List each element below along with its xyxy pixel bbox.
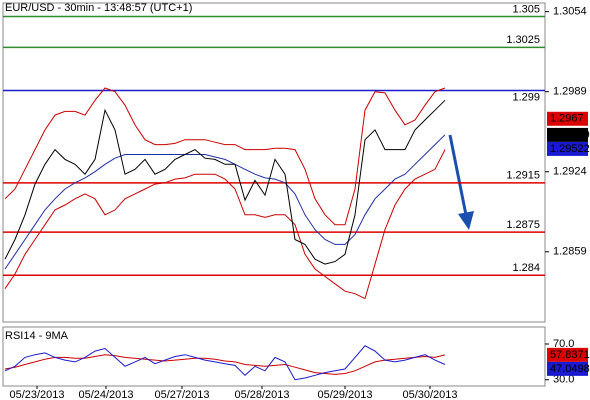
panel-title: RSI14 - 9MA (5, 330, 69, 342)
price-marker (547, 361, 588, 376)
level-label: 1.3025 (506, 34, 540, 46)
series-line (4, 345, 446, 381)
x-tick-label: 05/28/2013 (234, 389, 289, 400)
series-line (4, 99, 446, 265)
series-line (4, 87, 446, 226)
price-marker (547, 347, 588, 362)
rsi-panel (2, 326, 546, 387)
level-label: 1.305 (512, 3, 540, 15)
level-label: 1.2915 (506, 170, 540, 182)
x-tick-label: 05/23/2013 (9, 389, 64, 400)
price-marker-label: 57.8371 (550, 349, 590, 361)
price-marker-label: 47.0498 (550, 363, 590, 375)
price-marker-label: 1.29522 (550, 143, 590, 155)
y-tick-label: 1.2924 (553, 166, 587, 178)
x-tick-label: 05/27/2013 (154, 389, 209, 400)
forecast-arrow (448, 134, 468, 216)
y-tick-label: 30.0 (553, 374, 574, 386)
price-panel (2, 2, 546, 323)
y-tick-label: 1.3054 (553, 6, 587, 18)
price-marker (547, 127, 588, 142)
price-marker-label: 1.2967 (550, 113, 584, 125)
x-tick-label: 05/24/2013 (78, 389, 133, 400)
level-label: 1.299 (512, 91, 540, 103)
y-tick-label: 70.0 (553, 338, 574, 350)
series-line (4, 149, 446, 300)
level-label: 1.284 (512, 262, 540, 274)
x-tick-label: 05/29/2013 (317, 389, 372, 400)
series-line (4, 134, 446, 270)
level-label: 1.2875 (506, 219, 540, 231)
y-tick-label: 1.2989 (553, 86, 587, 98)
series-line (4, 354, 446, 375)
x-tick-label: 05/30/2013 (402, 389, 457, 400)
panel-title: EUR/USD - 30min - 13:48:57 (UTC+1) (5, 2, 192, 14)
price-marker (547, 111, 588, 126)
price-marker-label: 1.29539 (550, 129, 590, 141)
y-tick-label: 1.2859 (553, 246, 587, 258)
forecast-arrowhead (458, 211, 474, 230)
price-marker (547, 141, 588, 156)
